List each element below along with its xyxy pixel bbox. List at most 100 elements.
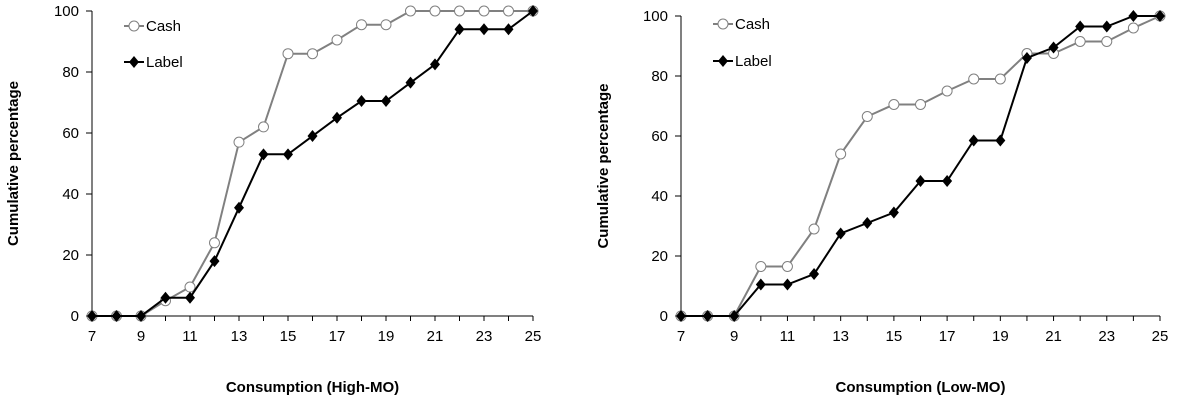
legend-marker-cash (717, 18, 729, 30)
data-point-label (968, 134, 979, 147)
x-tick-label: 11 (182, 328, 198, 345)
x-tick-label: 13 (231, 328, 248, 345)
data-point-label (942, 175, 953, 187)
data-point-cash (282, 48, 294, 60)
y-tick-label: 80 (651, 68, 668, 85)
x-tick-label: 23 (476, 328, 493, 345)
data-point-cash (503, 5, 514, 17)
data-point-label (160, 291, 171, 304)
x-tick-label: 21 (427, 328, 444, 345)
data-point-label (258, 148, 269, 161)
data-point-cash (307, 48, 318, 60)
data-point-label (209, 255, 220, 268)
data-point-cash (888, 99, 900, 110)
data-point-label (405, 76, 416, 89)
data-point-label (888, 206, 899, 219)
data-point-label (755, 278, 766, 291)
legend-label-cash: Cash (146, 18, 181, 35)
x-tick-label: 9 (730, 328, 738, 345)
chart-panel-high-mo: 0 20 40 60 80 100 7 9 11 13 15 17 19 21 23 25 Consumptio… (5, 3, 542, 396)
data-point-cash (356, 19, 367, 31)
data-point-cash (478, 5, 490, 17)
data-point-label (729, 310, 740, 322)
data-point-cash (405, 5, 416, 17)
data-point-label (782, 278, 793, 291)
data-point-label (1128, 10, 1139, 22)
line-chart-high-mo: 0 20 40 60 80 100 7 9 11 13 15 17 19 21 23 25 Consumptio… (5, 3, 542, 396)
data-point-label (234, 201, 244, 214)
data-point-cash (968, 73, 980, 85)
data-point-cash (861, 111, 873, 122)
y-tick-label: 0 (71, 308, 79, 325)
data-point-cash (808, 223, 820, 235)
data-point-label (356, 94, 367, 107)
legend-label-cash: Cash (735, 16, 770, 33)
data-point-label (111, 310, 122, 322)
data-point-label (995, 134, 1006, 147)
x-tick-label: 25 (1152, 328, 1169, 345)
data-point-label (702, 310, 713, 322)
x-tick-label: 17 (939, 328, 956, 345)
x-tick-label: 7 (677, 328, 685, 345)
y-tick-label: 100 (54, 3, 79, 20)
data-point-label (528, 5, 538, 17)
y-tick-label: 0 (660, 308, 668, 325)
x-tick-label: 7 (88, 328, 96, 345)
data-point-cash (209, 237, 220, 249)
data-point-label (454, 23, 465, 36)
legend-marker-label (718, 55, 728, 67)
data-point-cash (994, 73, 1006, 85)
data-point-cash (233, 136, 245, 148)
x-tick-label: 15 (280, 328, 297, 345)
data-point-cash (380, 19, 392, 31)
x-tick-label: 23 (1098, 328, 1115, 345)
data-point-label (676, 310, 686, 322)
x-axis-title: Consumption (Low-MO) (836, 379, 1006, 396)
data-point-cash (781, 261, 793, 272)
data-point-label (87, 310, 97, 322)
data-point-label (332, 111, 342, 124)
data-point-cash (1127, 22, 1139, 34)
data-point-label (430, 58, 440, 71)
data-point-cash (835, 148, 847, 160)
y-axis-title: Cumulative percentage (595, 83, 612, 248)
data-point-cash (258, 121, 269, 133)
x-tick-label: 21 (1045, 328, 1062, 345)
data-point-cash (454, 5, 465, 17)
data-point-label (503, 23, 514, 36)
x-tick-label: 9 (137, 328, 145, 345)
data-point-label (185, 291, 195, 304)
x-tick-label: 25 (525, 328, 542, 345)
y-tick-label: 40 (62, 186, 79, 203)
legend-marker-label (129, 56, 139, 68)
data-point-label (1048, 41, 1059, 54)
y-tick-label: 80 (62, 64, 79, 81)
data-point-label (835, 227, 846, 240)
x-tick-label: 17 (329, 328, 346, 345)
data-point-cash (755, 261, 767, 272)
data-point-cash (915, 99, 926, 110)
y-tick-label: 20 (651, 248, 668, 265)
data-point-label (136, 310, 146, 322)
data-point-cash (184, 281, 196, 293)
chart-panel-low-mo: 0 20 40 60 80 100 7 9 11 13 15 17 19 21 23 25 Consumptio… (590, 0, 1180, 401)
data-point-label (283, 148, 293, 161)
data-point-label (307, 130, 318, 143)
legend-label-label: Label (146, 54, 183, 71)
data-point-cash (941, 85, 953, 97)
data-point-label (1021, 52, 1032, 64)
data-point-cash (1074, 36, 1086, 47)
data-point-label (381, 94, 391, 107)
y-tick-label: 60 (62, 125, 79, 142)
data-point-label (862, 217, 873, 229)
data-point-cash (429, 5, 441, 17)
y-tick-label: 40 (651, 188, 668, 205)
data-point-label (915, 175, 926, 187)
data-point-cash (1101, 36, 1113, 47)
data-point-label (1101, 20, 1112, 33)
y-tick-label: 100 (643, 8, 668, 25)
x-tick-label: 19 (378, 328, 395, 345)
legend-marker-cash (128, 20, 140, 32)
y-axis-title: Cumulative percentage (5, 81, 22, 246)
data-point-label (479, 23, 489, 36)
